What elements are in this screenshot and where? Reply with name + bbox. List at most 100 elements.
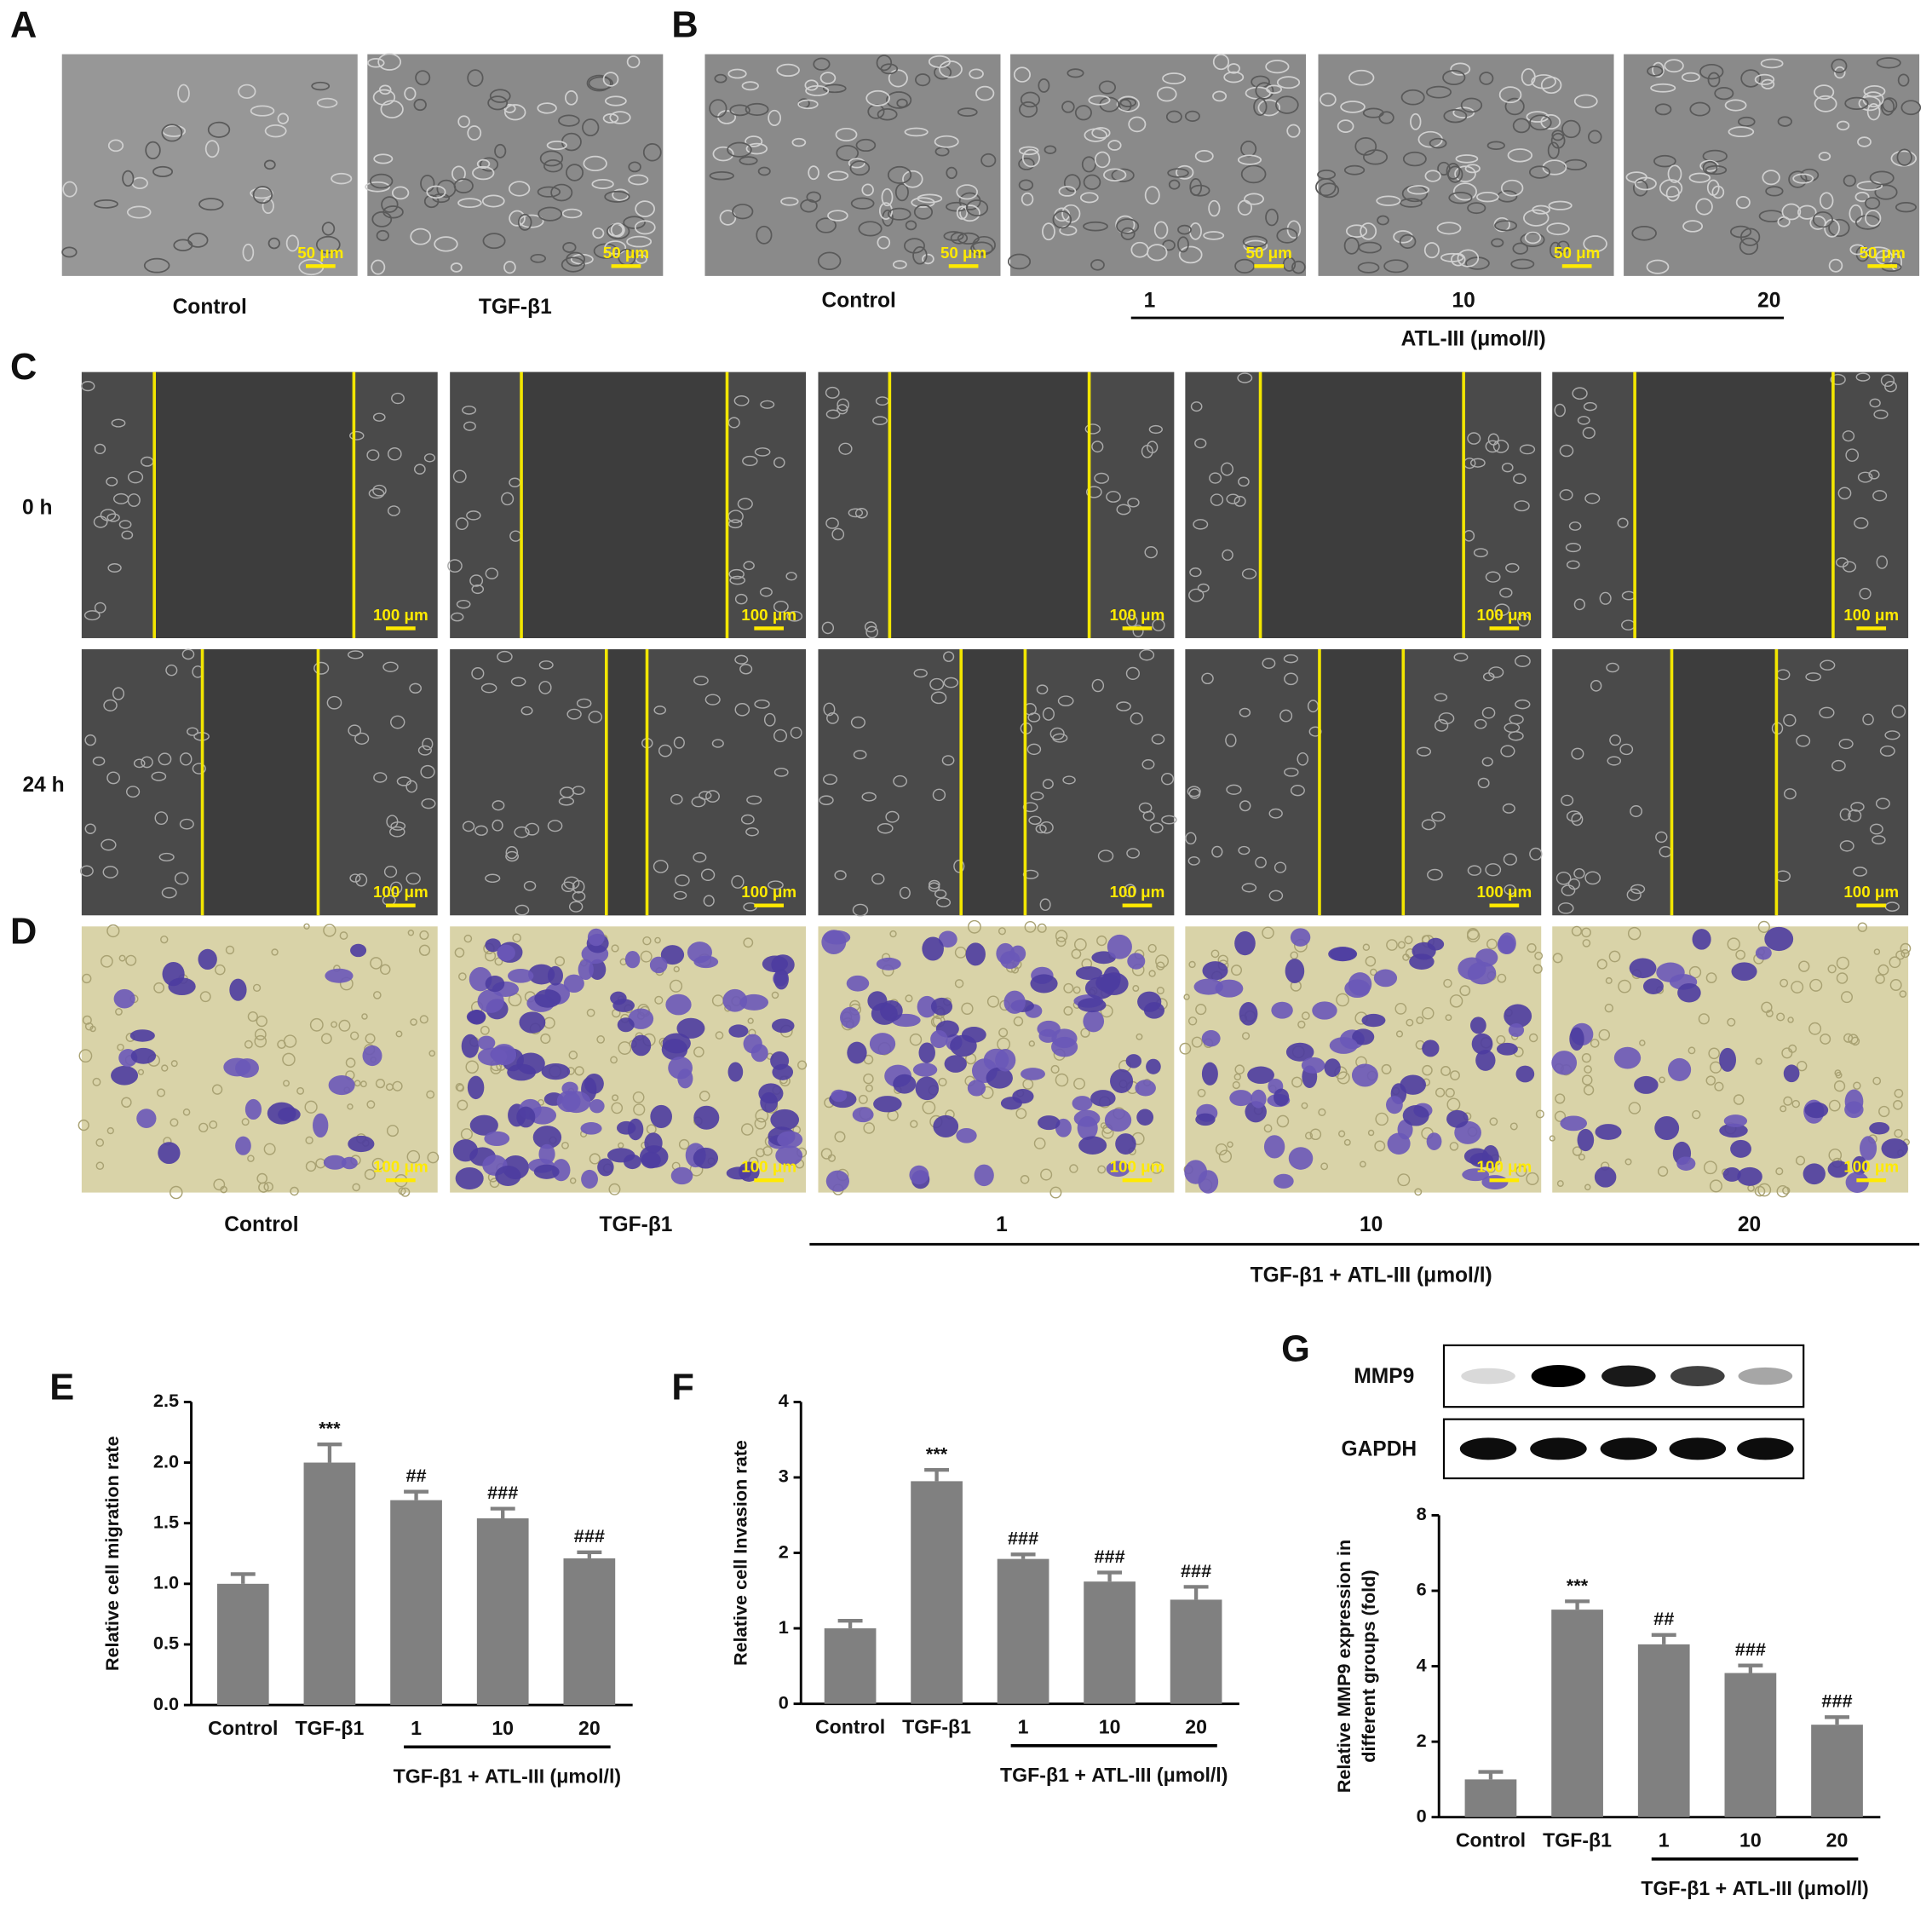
cell-texture — [154, 811, 169, 826]
cell-texture — [633, 1103, 646, 1116]
cell-texture — [1038, 78, 1050, 93]
cell-texture — [1226, 784, 1242, 795]
cell-texture — [1850, 1036, 1860, 1046]
panel-label: B — [671, 4, 698, 45]
cell-texture — [1183, 993, 1190, 1000]
cell-texture — [285, 234, 300, 252]
cell-texture — [653, 860, 669, 873]
cell-texture — [1588, 130, 1602, 144]
cell-texture — [1195, 1004, 1207, 1016]
cell-texture — [1383, 259, 1409, 274]
cell-texture — [1320, 92, 1337, 107]
stained-cell — [1051, 1036, 1078, 1057]
x-tick-label: TGF-β1 — [1543, 1829, 1612, 1852]
cell-texture — [1450, 1070, 1460, 1080]
cell-texture — [852, 903, 869, 917]
x-tick-label: 10 — [1099, 1716, 1121, 1738]
cell-texture — [930, 691, 947, 705]
stained-cell — [617, 1017, 635, 1033]
cell-texture — [729, 575, 746, 585]
cell-texture — [456, 1084, 465, 1092]
caption: 1 — [1144, 290, 1156, 313]
cell-texture — [214, 964, 226, 976]
cell-texture — [1257, 99, 1281, 117]
cell-texture — [277, 112, 290, 124]
cell-texture — [170, 1185, 183, 1200]
stained-cell — [873, 1096, 902, 1113]
caption: TGF-β1 — [479, 296, 552, 319]
cell-texture — [133, 758, 146, 769]
cell-texture — [1242, 235, 1268, 248]
scale-bar-label: 100 μm — [373, 883, 428, 901]
cell-texture — [934, 147, 950, 157]
cell-texture — [1895, 201, 1917, 213]
cell-texture — [1240, 141, 1257, 158]
cell-texture — [608, 1183, 621, 1195]
stained-cell — [933, 1114, 959, 1137]
stained-cell — [455, 1167, 484, 1190]
cell-texture — [1149, 822, 1164, 833]
cell-texture — [1532, 964, 1543, 974]
stained-cell — [584, 1073, 604, 1094]
stained-cell — [1719, 1047, 1737, 1072]
y-tick-label: 6 — [1417, 1579, 1427, 1600]
cell-texture — [693, 675, 709, 686]
cell-texture — [819, 72, 837, 84]
cell-texture — [1573, 94, 1598, 108]
cell-texture — [538, 206, 563, 222]
cell-texture — [626, 55, 641, 69]
cell-texture — [368, 487, 385, 499]
cell-texture — [1708, 1047, 1720, 1060]
cell-texture — [886, 91, 912, 109]
cell-texture — [612, 1094, 619, 1102]
cell-texture — [1084, 423, 1101, 435]
cell-texture — [1238, 476, 1250, 487]
cell-texture — [568, 1051, 578, 1060]
stained-cell — [452, 1139, 478, 1162]
cell-texture — [126, 786, 141, 798]
stained-cell — [986, 1067, 1013, 1089]
cell-texture — [78, 1049, 93, 1063]
cell-texture — [876, 55, 893, 72]
cell-texture — [1873, 948, 1881, 955]
stained-cell — [1446, 1109, 1469, 1128]
cell-texture — [1699, 63, 1724, 80]
cell-texture — [1018, 179, 1034, 191]
cell-texture — [909, 1033, 923, 1046]
cell-texture — [1450, 62, 1471, 76]
cell-texture — [1631, 225, 1657, 241]
cell-texture — [1808, 1022, 1822, 1035]
cell-texture — [1378, 111, 1394, 124]
cell-texture — [382, 661, 399, 672]
cell-texture — [1194, 438, 1207, 449]
cell-texture — [678, 1138, 690, 1150]
cell-texture — [1021, 192, 1034, 206]
cell-texture — [93, 515, 108, 528]
cell-texture — [1266, 84, 1283, 95]
cell-texture — [414, 464, 426, 475]
cell-texture — [1606, 662, 1619, 673]
stained-cell — [519, 1011, 546, 1034]
blot-band — [1670, 1366, 1725, 1386]
cell-texture — [1850, 802, 1865, 812]
cell-texture — [754, 447, 771, 457]
stained-cell — [168, 977, 196, 996]
cell-texture — [1262, 658, 1276, 669]
cell-texture — [1240, 164, 1267, 184]
cell-texture — [467, 125, 482, 141]
cell-texture — [1510, 258, 1535, 270]
cell-texture — [1275, 95, 1299, 114]
cell-texture — [928, 55, 951, 68]
wound-area — [1260, 371, 1464, 638]
cell-texture — [1657, 1166, 1669, 1177]
cell-texture — [517, 214, 532, 231]
cell-texture — [252, 186, 273, 204]
cell-texture — [487, 95, 509, 111]
cell-texture — [877, 823, 894, 834]
cell-texture — [1872, 835, 1886, 845]
cell-texture — [1571, 925, 1583, 936]
cell-texture — [880, 63, 899, 75]
cell-texture — [934, 889, 947, 899]
cell-texture — [1727, 937, 1740, 951]
cell-texture — [1856, 181, 1883, 191]
